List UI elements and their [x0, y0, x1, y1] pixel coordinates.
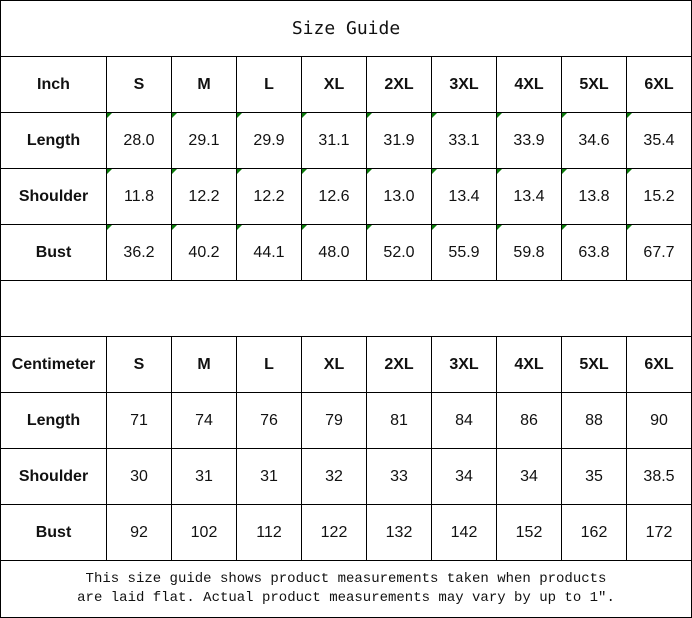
measurement-cell: 81 [366, 392, 432, 449]
size-header: 6XL [626, 56, 692, 113]
measurement-cell: 36.2 [106, 224, 172, 281]
size-header: M [171, 56, 237, 113]
measurement-cell: 59.8 [496, 224, 562, 281]
table-row: Bust 92 102 112 122 132 142 152 162 172 [0, 504, 692, 561]
measurement-cell: 31 [171, 448, 237, 505]
page-title: Size Guide [0, 0, 692, 57]
measurement-cell: 132 [366, 504, 432, 561]
note-row: This size guide shows product measuremen… [0, 560, 692, 618]
size-header: XL [301, 336, 367, 393]
measurement-cell: 63.8 [561, 224, 627, 281]
measurement-cell: 90 [626, 392, 692, 449]
measurement-cell: 102 [171, 504, 237, 561]
row-label: Length [0, 392, 107, 449]
size-header: S [106, 56, 172, 113]
measurement-cell: 15.2 [626, 168, 692, 225]
cm-header-row: Centimeter S M L XL 2XL 3XL 4XL 5XL 6XL [0, 336, 692, 393]
measurement-cell: 29.9 [236, 112, 302, 169]
measurement-cell: 33 [366, 448, 432, 505]
table-row: Bust 36.2 40.2 44.1 48.0 52.0 55.9 59.8 63.8 67.7 [0, 224, 692, 281]
measurement-cell: 48.0 [301, 224, 367, 281]
size-header: S [106, 336, 172, 393]
measurement-cell: 79 [301, 392, 367, 449]
size-header: L [236, 56, 302, 113]
measurement-cell: 13.0 [366, 168, 432, 225]
measurement-cell: 86 [496, 392, 562, 449]
measurement-cell: 71 [106, 392, 172, 449]
measurement-cell: 112 [236, 504, 302, 561]
measurement-cell: 55.9 [431, 224, 497, 281]
measurement-cell: 33.1 [431, 112, 497, 169]
measurement-cell: 142 [431, 504, 497, 561]
unit-label: Centimeter [0, 336, 107, 393]
measurement-cell: 67.7 [626, 224, 692, 281]
measurement-cell: 40.2 [171, 224, 237, 281]
measurement-cell: 34 [431, 448, 497, 505]
inch-header-row: Inch S M L XL 2XL 3XL 4XL 5XL 6XL [0, 56, 692, 113]
size-header: L [236, 336, 302, 393]
row-label: Bust [0, 224, 107, 281]
measurement-cell: 31 [236, 448, 302, 505]
measurement-cell: 44.1 [236, 224, 302, 281]
measurement-cell: 35.4 [626, 112, 692, 169]
size-header: 3XL [431, 56, 497, 113]
measurement-cell: 52.0 [366, 224, 432, 281]
measurement-cell: 11.8 [106, 168, 172, 225]
spacer-row [0, 280, 692, 337]
measurement-cell: 29.1 [171, 112, 237, 169]
measurement-cell: 12.6 [301, 168, 367, 225]
size-header: 3XL [431, 336, 497, 393]
table-row: Shoulder 30 31 31 32 33 34 34 35 38.5 [0, 448, 692, 505]
measurement-cell: 122 [301, 504, 367, 561]
measurement-cell: 31.1 [301, 112, 367, 169]
measurement-cell: 76 [236, 392, 302, 449]
note-line: are laid flat. Actual product measuremen… [77, 590, 615, 606]
row-label: Bust [0, 504, 107, 561]
measurement-cell: 74 [171, 392, 237, 449]
table-row: Shoulder 11.8 12.2 12.2 12.6 13.0 13.4 13.4 13.8… [0, 168, 692, 225]
measurement-cell: 28.0 [106, 112, 172, 169]
size-header: 4XL [496, 56, 562, 113]
measurement-cell: 35 [561, 448, 627, 505]
measurement-cell: 34 [496, 448, 562, 505]
measurement-cell: 30 [106, 448, 172, 505]
size-header: 2XL [366, 336, 432, 393]
measurement-cell: 92 [106, 504, 172, 561]
note-line: This size guide shows product measuremen… [85, 571, 607, 587]
size-note: This size guide shows product measuremen… [0, 560, 692, 618]
measurement-cell: 172 [626, 504, 692, 561]
size-header: 6XL [626, 336, 692, 393]
row-label: Shoulder [0, 448, 107, 505]
row-label: Length [0, 112, 107, 169]
measurement-cell: 13.4 [496, 168, 562, 225]
measurement-cell: 31.9 [366, 112, 432, 169]
size-header: M [171, 336, 237, 393]
table-row: Length 71 74 76 79 81 84 86 88 90 [0, 392, 692, 449]
size-header: XL [301, 56, 367, 113]
measurement-cell: 12.2 [236, 168, 302, 225]
unit-label: Inch [0, 56, 107, 113]
measurement-cell: 84 [431, 392, 497, 449]
measurement-cell: 152 [496, 504, 562, 561]
measurement-cell: 12.2 [171, 168, 237, 225]
size-header: 2XL [366, 56, 432, 113]
measurement-cell: 34.6 [561, 112, 627, 169]
measurement-cell: 162 [561, 504, 627, 561]
size-header: 5XL [561, 336, 627, 393]
measurement-cell: 38.5 [626, 448, 692, 505]
size-header: 5XL [561, 56, 627, 113]
measurement-cell: 13.8 [561, 168, 627, 225]
title-row: Size Guide [0, 0, 692, 57]
measurement-cell: 88 [561, 392, 627, 449]
size-header: 4XL [496, 336, 562, 393]
measurement-cell: 32 [301, 448, 367, 505]
table-row: Length 28.0 29.1 29.9 31.1 31.9 33.1 33.9 34.6 35… [0, 112, 692, 169]
measurement-cell: 33.9 [496, 112, 562, 169]
measurement-cell: 13.4 [431, 168, 497, 225]
row-label: Shoulder [0, 168, 107, 225]
spacer [0, 280, 692, 337]
